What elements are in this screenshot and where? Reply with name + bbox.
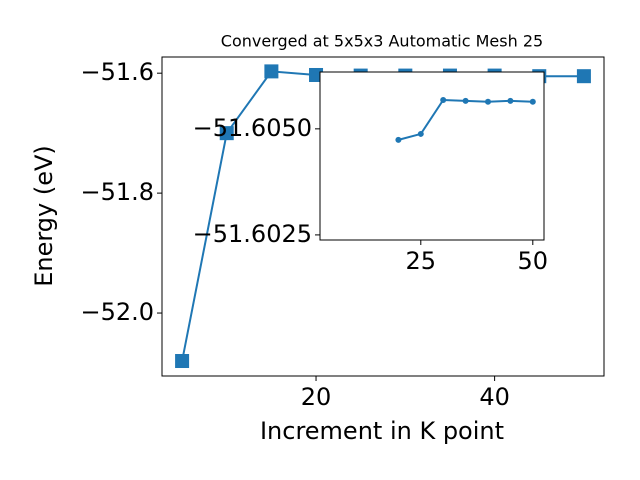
data-point: [507, 97, 514, 104]
x-tick-label: 40: [479, 383, 510, 411]
x-axis-label: Increment in K point: [260, 417, 504, 445]
axes-frame: [319, 71, 545, 241]
data-point: [264, 64, 279, 79]
y-tick-label: −52.0: [80, 298, 154, 326]
data-point: [576, 69, 591, 84]
y-tick-label: −51.8: [80, 178, 154, 206]
y-tick-label: −51.6025: [193, 220, 312, 248]
plot-area: [320, 72, 544, 240]
data-point: [440, 97, 447, 103]
data-point: [395, 136, 402, 143]
data-point: [417, 130, 424, 137]
y-axis-label: Energy (eV): [30, 145, 58, 287]
data-point: [462, 97, 469, 104]
y-tick-label: −51.6050: [193, 114, 312, 142]
chart-title: Converged at 5x5x3 Automatic Mesh 25: [221, 32, 543, 51]
data-point: [219, 126, 234, 141]
x-tick-label: 25: [406, 247, 437, 275]
y-tick-label: −51.6: [80, 58, 154, 86]
series-group: [395, 97, 536, 143]
data-point: [175, 354, 190, 369]
data-point: [529, 98, 536, 105]
x-tick-label: 50: [518, 247, 549, 275]
axes-frame: [161, 56, 605, 377]
x-tick-label: 20: [301, 383, 332, 411]
data-point: [485, 98, 491, 105]
